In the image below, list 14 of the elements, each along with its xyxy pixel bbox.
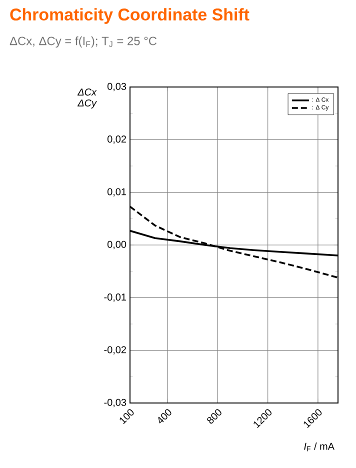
y-axis-title: ΔCx ΔCy bbox=[77, 88, 97, 108]
y-tick-label: -0,01 bbox=[104, 294, 126, 302]
y-tick-label: -0,03 bbox=[104, 398, 126, 408]
y-tick-label: 0,00 bbox=[107, 240, 126, 250]
y-tick-label: 0,03 bbox=[107, 82, 126, 92]
chart-subtitle: ΔCx, ΔCy = f(I$_{F}$); T$_{J}$ = 25 °C bbox=[10, 36, 157, 48]
y-tick-label: 0,02 bbox=[107, 136, 126, 144]
x-tick-label: 100 bbox=[120, 409, 134, 424]
x-axis-title: I$_{F}$ / mA bbox=[304, 442, 334, 452]
y-tick-label: 0,01 bbox=[107, 188, 126, 196]
x-tick-label: 800 bbox=[207, 409, 222, 424]
x-tick-label: 400 bbox=[158, 409, 172, 424]
chart-title: Chromaticity Coordinate Shift bbox=[10, 8, 250, 24]
y-tick-label: -0,02 bbox=[104, 346, 126, 354]
